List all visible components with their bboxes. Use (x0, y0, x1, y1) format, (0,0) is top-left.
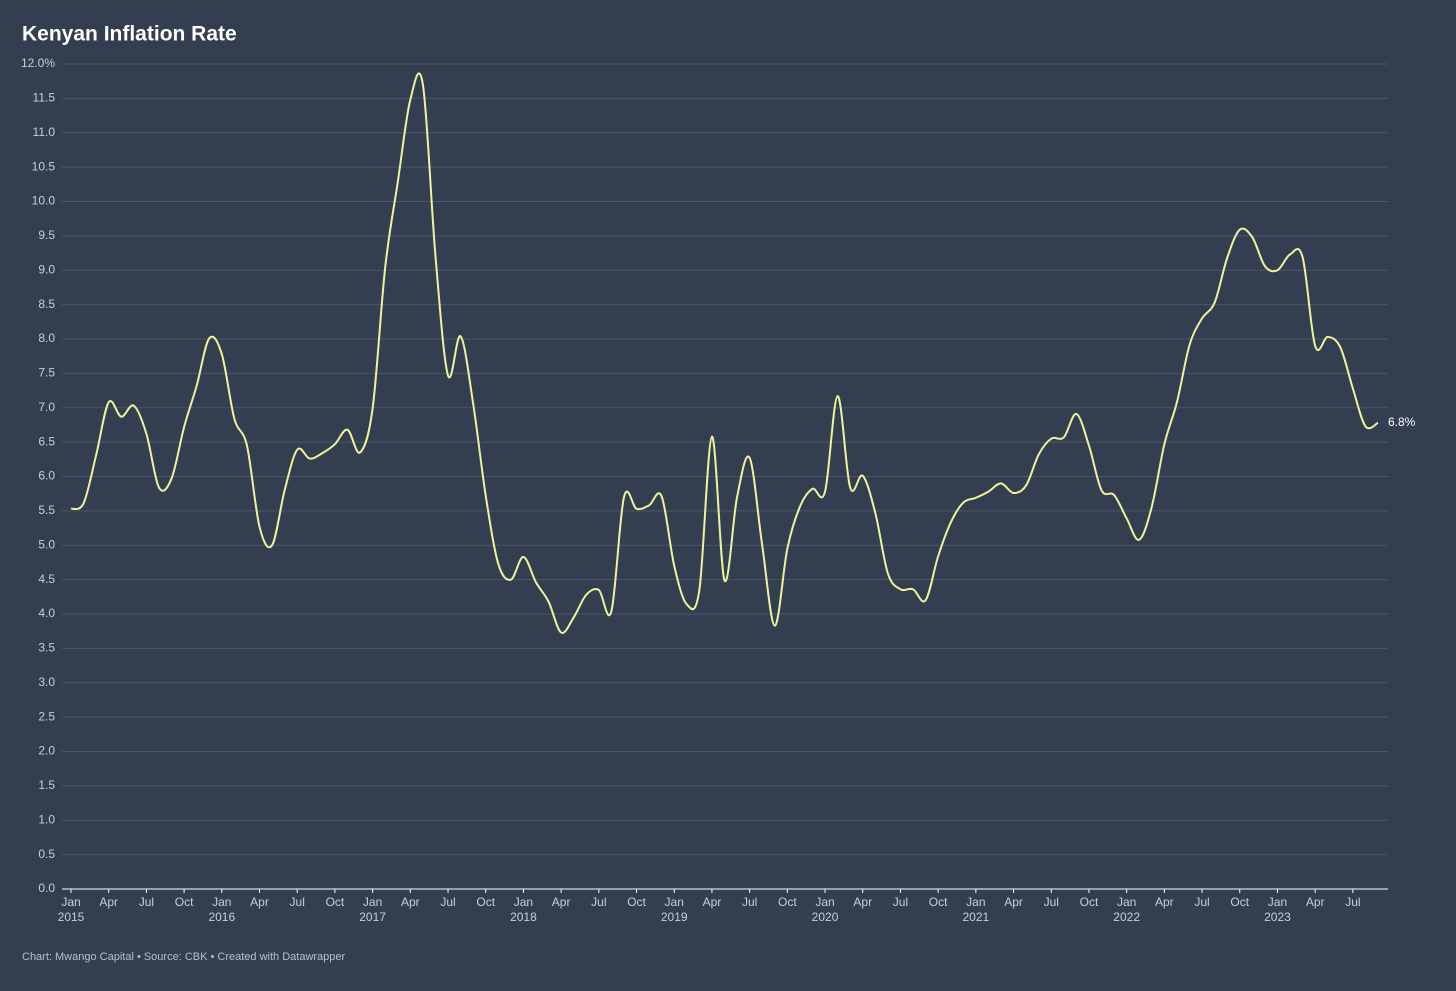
x-tick-label: Apr (703, 895, 722, 909)
y-tick-label: 4.5 (38, 572, 55, 586)
x-tick-label: Oct (1080, 895, 1099, 909)
x-tick-label: 2022 (1113, 910, 1140, 924)
x-tick-label: Jan (363, 895, 382, 909)
x-tick-label: Jan (815, 895, 834, 909)
line (70, 72, 1379, 634)
y-tick-label: 3.5 (38, 641, 55, 655)
y-tick-label: 8.0 (38, 331, 55, 345)
y-tick-label: 1.5 (38, 778, 55, 792)
x-tick-label: Oct (1230, 895, 1249, 909)
x-tick-label: Jul (1044, 895, 1059, 909)
y-tick-label: 10.0 (32, 194, 56, 208)
x-tick-label: Jul (440, 895, 455, 909)
x-tick-label: Jan (514, 895, 533, 909)
x-tick-label: Apr (1004, 895, 1023, 909)
y-tick-label: 4.0 (38, 606, 55, 620)
x-tick-label: Jul (591, 895, 606, 909)
y-tick-label: 2.5 (38, 709, 55, 723)
chart-title: Kenyan Inflation Rate (22, 23, 237, 46)
y-tick-label: 7.5 (38, 366, 55, 380)
x-tick-label: Oct (326, 895, 345, 909)
x-tick-label: 2018 (510, 910, 537, 924)
x-tick-label: Apr (552, 895, 571, 909)
value-label: 6.8% (1388, 415, 1416, 429)
x-tick-label: Jul (139, 895, 154, 909)
x-tick-label: Oct (627, 895, 646, 909)
y-tick-label: 9.0 (38, 262, 55, 276)
x-tick-label: Oct (778, 895, 797, 909)
x-tick-label: 2015 (58, 910, 85, 924)
y-tick-label: 2.0 (38, 744, 55, 758)
x-tick-label: 2017 (359, 910, 386, 924)
x-tick-label: Jan (1268, 895, 1287, 909)
x-tick-label: Apr (99, 895, 118, 909)
x-tick-label: Jul (290, 895, 305, 909)
y-tick-label: 10.5 (32, 159, 56, 173)
x-tick-label: 2021 (962, 910, 989, 924)
x-tick-label: Oct (175, 895, 194, 909)
x-tick-label: Jan (665, 895, 684, 909)
y-tick-label: 11.0 (33, 125, 56, 139)
x-tick-label: Jul (1345, 895, 1360, 909)
y-tick-label: 11.5 (33, 91, 56, 105)
y-tick-label: 6.5 (38, 434, 55, 448)
x-tick-label: Apr (1155, 895, 1174, 909)
y-tick-label: 8.5 (38, 297, 55, 311)
y-tick-label: 9.5 (38, 228, 55, 242)
y-tick-label: 7.0 (38, 400, 55, 414)
y-tick-label: 6.0 (38, 469, 55, 483)
x-tick-label: Apr (853, 895, 872, 909)
y-tick-label: 5.0 (38, 537, 55, 551)
x-tick-label: Jan (1117, 895, 1136, 909)
x-tick-label: Jul (1194, 895, 1209, 909)
y-tick-label: 12.0% (21, 56, 55, 70)
x-tick-label: Oct (476, 895, 495, 909)
x-tick-label: 2019 (661, 910, 688, 924)
x-tick-label: Jul (893, 895, 908, 909)
x-tick-label: 2023 (1264, 910, 1291, 924)
y-tick-label: 1.0 (38, 812, 55, 826)
y-tick-label: 5.5 (38, 503, 55, 517)
x-tick-label: Jul (742, 895, 757, 909)
y-tick-label: 3.0 (38, 675, 55, 689)
x-tick-label: 2020 (812, 910, 839, 924)
x-tick-label: Apr (401, 895, 420, 909)
y-tick-label: 0.0 (38, 881, 55, 895)
x-tick-label: Jan (61, 895, 80, 909)
x-tick-label: Jan (966, 895, 985, 909)
x-tick-label: Apr (1306, 895, 1325, 909)
footer: Chart: Mwango Capital • Source: CBK • Cr… (22, 951, 346, 963)
x-tick-label: Apr (250, 895, 269, 909)
x-tick-label: Oct (929, 895, 948, 909)
x-tick-label: 2016 (208, 910, 235, 924)
y-tick-label: 0.5 (38, 847, 55, 861)
x-tick-label: Jan (212, 895, 231, 909)
